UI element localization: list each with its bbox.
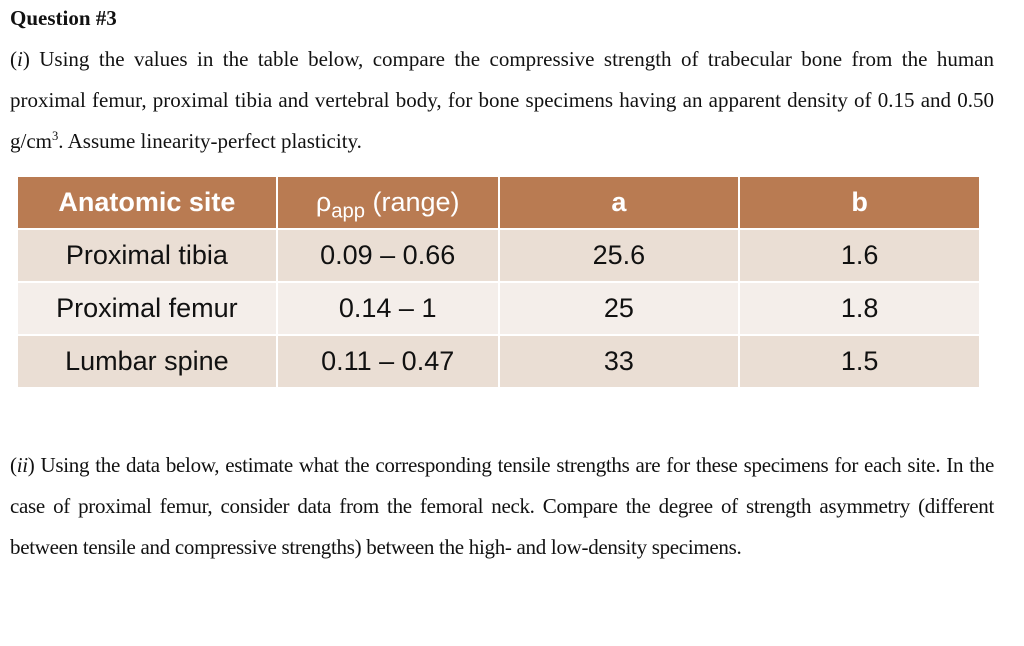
header-cell: Anatomic site: [18, 177, 278, 230]
table-cell: 0.14 – 1: [276, 282, 500, 336]
table-cell: Lumbar spine: [18, 335, 278, 389]
header-cell: b: [739, 177, 981, 230]
table-cell: 0.09 – 0.66: [276, 229, 500, 283]
table-cell: 1.6: [739, 229, 981, 283]
text-segment: (: [10, 453, 17, 477]
text-segment: b: [851, 187, 868, 217]
text-segment: (: [10, 47, 17, 71]
table-cell: 1.5: [739, 335, 981, 389]
text-segment: ii: [16, 453, 28, 477]
table-row: Lumbar spine 0.11 – 0.47 33 1.5: [18, 335, 981, 389]
text-segment: (range): [364, 187, 460, 217]
text-segment: ) Using the values in the table below, c…: [10, 47, 994, 153]
table-row: Proximal tibia 0.09 – 0.66 25.6 1.6: [18, 229, 981, 283]
table-cell: 25.6: [498, 229, 741, 283]
table-row: Proximal femur 0.14 – 1 25 1.8: [18, 282, 981, 336]
header-cell: a: [498, 177, 741, 230]
text-segment: i: [17, 47, 23, 71]
table-cell: 25: [498, 282, 741, 336]
table-cell: 1.8: [739, 282, 981, 336]
data-table: Anatomic site ρapp (range) a b Proximal tib…: [18, 177, 981, 389]
text-segment: a: [611, 187, 627, 217]
text-segment: app: [331, 200, 365, 223]
header-cell: ρapp (range): [276, 177, 500, 230]
text-segment: 3: [52, 129, 59, 143]
text-segment: . Assume linearity-perfect plasticity.: [58, 129, 362, 153]
table-cell: 33: [498, 335, 741, 389]
text-segment: ) Using the data below, estimate what th…: [10, 453, 994, 559]
text-segment: ρ: [315, 187, 332, 217]
table-cell: Proximal femur: [18, 282, 278, 336]
part-ii-text: (ii) Using the data below, estimate what…: [10, 445, 994, 568]
part-i-text: (i) Using the values in the table below,…: [10, 39, 994, 162]
text-segment: Anatomic site: [58, 187, 236, 217]
table-cell: 0.11 – 0.47: [276, 335, 500, 389]
header-row: Anatomic site ρapp (range) a b: [18, 177, 981, 230]
table-cell: Proximal tibia: [18, 229, 278, 283]
question-title: Question #3: [10, 6, 117, 30]
